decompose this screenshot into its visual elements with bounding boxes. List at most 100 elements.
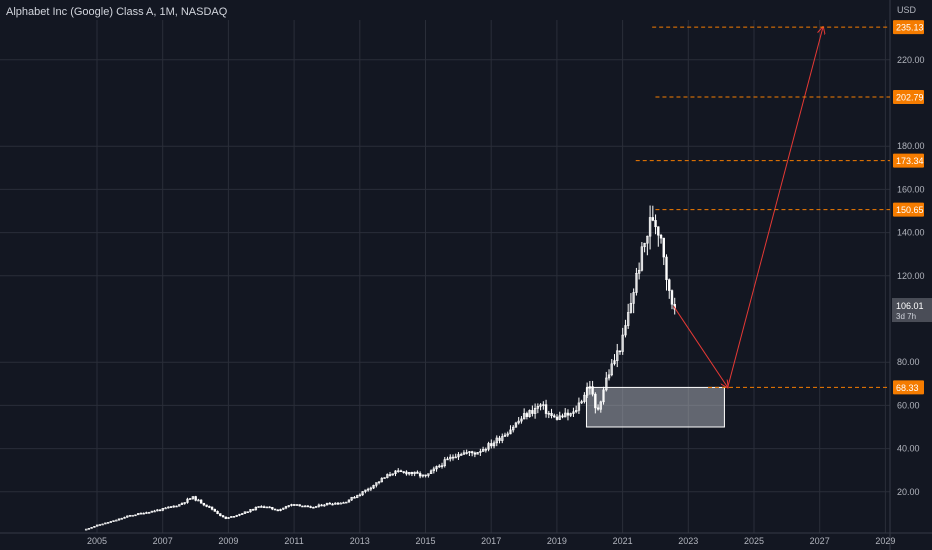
candle-body xyxy=(481,449,485,452)
candle-body xyxy=(109,521,112,523)
candle-body xyxy=(605,377,608,391)
candle-body xyxy=(101,523,104,526)
candle-body xyxy=(624,325,627,336)
y-tick-label: 60.00 xyxy=(897,400,920,410)
candle-body xyxy=(104,522,107,525)
candle-body xyxy=(375,482,378,486)
candle-body xyxy=(276,509,279,512)
candle-body xyxy=(339,502,342,505)
x-tick-label: 2009 xyxy=(218,536,238,546)
candle-body xyxy=(613,360,616,365)
candle-body xyxy=(438,465,441,468)
price-level-label: 235.13 xyxy=(896,23,924,33)
y-tick-label: 80.00 xyxy=(897,357,920,367)
candle-body xyxy=(536,406,540,409)
candle-body xyxy=(183,502,186,504)
candle-body xyxy=(618,350,622,353)
candle-body xyxy=(345,501,348,504)
candle-body xyxy=(544,404,548,414)
candle-body xyxy=(662,237,665,258)
candle-body xyxy=(416,471,419,474)
projection-arrow[interactable] xyxy=(673,305,728,387)
candle-body xyxy=(388,474,392,476)
candle-body xyxy=(128,515,132,517)
candle-body xyxy=(670,290,674,305)
price-level-tag xyxy=(893,89,924,104)
projection-arrow[interactable] xyxy=(727,27,823,388)
candle-body xyxy=(539,404,542,407)
candle-body xyxy=(418,473,422,477)
candle-body xyxy=(462,452,466,455)
candle-body xyxy=(492,442,496,447)
x-tick-label: 2015 xyxy=(415,536,435,546)
candle-body xyxy=(95,524,99,527)
current-price-tag xyxy=(892,298,932,323)
candle-body xyxy=(172,505,175,508)
candle-body xyxy=(325,502,329,506)
candle-body xyxy=(659,234,663,239)
candle-body xyxy=(320,504,323,507)
y-tick-label: 20.00 xyxy=(897,487,920,497)
candle-body xyxy=(257,506,260,508)
candle-body xyxy=(369,487,373,490)
candle-body xyxy=(216,511,219,514)
x-tick-label: 2029 xyxy=(875,536,895,546)
candle-body xyxy=(522,413,526,420)
candle-body xyxy=(205,504,208,507)
x-tick-label: 2007 xyxy=(153,536,173,546)
price-level-label: 150.65 xyxy=(896,205,924,215)
currency-label: USD xyxy=(897,5,917,15)
candle-body xyxy=(213,509,217,512)
y-tick-label: 140.00 xyxy=(897,228,925,238)
support-zone[interactable] xyxy=(585,386,725,428)
candle-body xyxy=(542,404,545,406)
candle-body xyxy=(583,394,586,402)
candle-body xyxy=(260,506,263,508)
candle-body xyxy=(238,513,241,516)
candle-body xyxy=(136,513,140,516)
candle-body xyxy=(235,515,238,517)
y-tick-label: 160.00 xyxy=(897,184,925,194)
candle-body xyxy=(459,454,463,456)
candle-body xyxy=(487,443,490,450)
candle-body xyxy=(561,415,564,418)
candle-body xyxy=(169,506,173,508)
candle-body xyxy=(126,515,129,518)
candle-body xyxy=(517,420,520,424)
y-tick-label: 120.00 xyxy=(897,271,925,281)
candle-body xyxy=(210,506,214,510)
candle-body xyxy=(479,451,482,453)
candle-body xyxy=(399,470,403,473)
candle-body xyxy=(134,514,137,517)
candle-body xyxy=(569,413,572,416)
candle-body xyxy=(468,451,471,453)
candle-body xyxy=(594,393,597,409)
candle-body xyxy=(668,279,671,291)
candle-body xyxy=(501,436,504,441)
candle-body xyxy=(558,415,561,420)
y-tick-label: 180.00 xyxy=(897,141,925,151)
candle-body xyxy=(405,471,408,475)
candle-body xyxy=(476,452,479,455)
candle-body xyxy=(191,496,195,499)
candle-body xyxy=(394,470,397,475)
candle-body xyxy=(284,506,288,509)
candle-body xyxy=(596,407,600,410)
candle-body xyxy=(197,499,200,502)
candle-body xyxy=(514,422,518,428)
candle-body xyxy=(413,471,416,475)
candle-body xyxy=(273,508,277,511)
x-tick-label: 2011 xyxy=(284,536,303,546)
candle-body xyxy=(640,246,644,271)
candle-body xyxy=(186,498,189,503)
candle-body xyxy=(208,506,211,508)
candle-body xyxy=(303,505,307,508)
x-tick-label: 2021 xyxy=(613,536,633,546)
candle-body xyxy=(665,256,668,280)
candle-body xyxy=(610,363,613,376)
candle-body xyxy=(490,443,493,447)
candle-body xyxy=(221,515,225,518)
candle-body xyxy=(139,512,143,515)
